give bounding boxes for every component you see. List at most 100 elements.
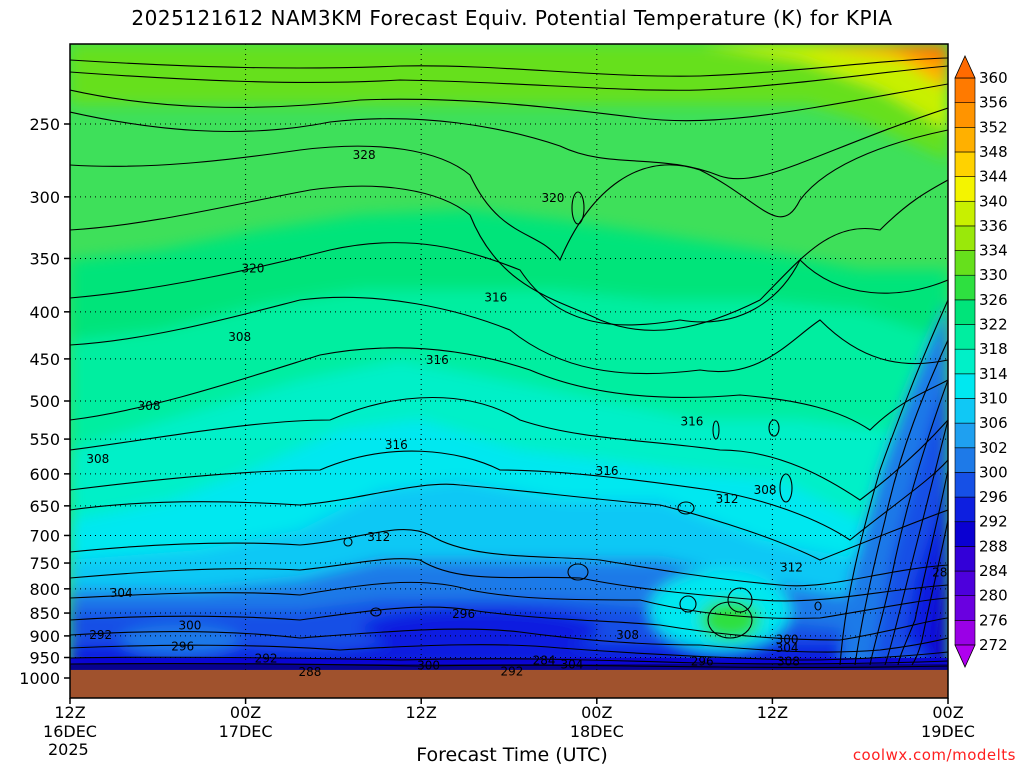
contour-label: 300	[417, 658, 440, 672]
contour-label: 316	[385, 438, 408, 452]
colorbar-label: 326	[979, 291, 1008, 309]
colorbar-label: 360	[979, 69, 1008, 87]
colorbar: 272 276 280 284 288 292 296 300 302 306 310 314 318 3…	[954, 55, 1008, 668]
colorbar-label: 310	[979, 389, 1008, 407]
colorbar-cell	[954, 570, 976, 596]
contour-label: 308	[138, 399, 161, 413]
y-tick-label: 400	[29, 303, 60, 322]
y-tick-label: 600	[29, 465, 60, 484]
contour-label: 316	[484, 291, 507, 305]
x-tick-label: 00Z	[230, 703, 261, 722]
colorbar-cell	[954, 274, 976, 301]
colorbar-cell	[954, 472, 976, 498]
x-tick-label: 12Z	[54, 703, 85, 722]
contour-label: 296	[691, 655, 714, 669]
x-tick-label: 12Z	[406, 703, 437, 722]
year-label: 2025	[48, 740, 89, 759]
colorbar-label: 300	[979, 463, 1008, 481]
y-tick-label: 950	[29, 649, 60, 668]
colorbar-cell	[954, 200, 976, 227]
colorbar-label: 276	[979, 611, 1008, 629]
colorbar-cell	[954, 250, 976, 276]
colorbar-label: 336	[979, 217, 1008, 235]
contour-label: 316	[680, 414, 703, 428]
y-tick-label: 300	[29, 188, 60, 207]
contour-label: 320	[541, 191, 564, 205]
x-tick-date-label: 17DEC	[219, 722, 273, 741]
plot-frame	[69, 43, 949, 699]
grid-lines-vertical	[245, 44, 773, 698]
colorbar-cell	[954, 299, 976, 325]
colorbar-label: 302	[979, 439, 1008, 457]
y-tick-label: 750	[29, 554, 60, 573]
contour-label: 288	[299, 665, 322, 679]
y-tick-label: 550	[29, 430, 60, 449]
x-axis-label: Forecast Time (UTC)	[416, 744, 608, 766]
x-tick-label: 00Z	[932, 703, 963, 722]
y-tick-label: 1000	[19, 669, 60, 688]
field-shading	[70, 44, 948, 670]
contour-label: 308	[86, 452, 109, 466]
y-tick-label: 900	[29, 627, 60, 646]
contour-label: 292	[89, 628, 112, 642]
y-tick-label: 450	[29, 350, 60, 369]
contour-label: 304	[110, 586, 133, 600]
contour-label: 328	[353, 148, 376, 162]
x-tick-date-label: 18DEC	[570, 722, 624, 741]
colorbar-cell	[954, 176, 976, 202]
contour-label: 320	[241, 262, 264, 276]
colorbar-lower-triangle	[954, 644, 976, 668]
colorbar-label: 292	[979, 513, 1008, 531]
colorbar-label: 340	[979, 192, 1008, 210]
ground-below-surface	[70, 669, 948, 698]
colorbar-cell	[954, 422, 976, 449]
colorbar-label: 314	[979, 365, 1008, 383]
contour-label: 292	[255, 651, 278, 665]
colorbar-cell	[954, 398, 976, 424]
colorbar-label: 348	[979, 143, 1008, 161]
contour-label: 312	[716, 492, 739, 506]
x-tick-date-label: 19DEC	[921, 722, 975, 741]
colorbar-cell	[954, 373, 976, 399]
colorbar-label: 296	[979, 488, 1008, 506]
contour-label: 300	[776, 632, 799, 646]
y-tick-label: 500	[29, 392, 60, 411]
y-tick-label: 800	[29, 580, 60, 599]
contour-label: 324	[345, 22, 368, 36]
contour-label: 296	[452, 607, 475, 621]
colorbar-upper-triangle	[954, 55, 976, 79]
contour-label: 304	[776, 641, 799, 655]
y-tick-label: 650	[29, 497, 60, 516]
credit-link[interactable]: coolwx.com/modelts	[852, 746, 1016, 764]
contour-label: 328	[560, 24, 583, 38]
contour-label: 312	[780, 560, 803, 574]
x-tick-label: 00Z	[581, 703, 612, 722]
colorbar-cell	[954, 620, 976, 646]
colorbar-label: 288	[979, 537, 1008, 555]
y-tick-label: 700	[29, 526, 60, 545]
contour-label: 296	[171, 639, 194, 653]
colorbar-cell	[954, 127, 976, 153]
colorbar-cell	[954, 521, 976, 547]
colorbar-cell	[954, 546, 976, 572]
contour-lines	[70, 57, 948, 668]
colorbar-label: 334	[979, 242, 1008, 260]
colorbar-cell	[954, 102, 976, 128]
contour-label: 304	[560, 658, 583, 672]
colorbar-cell	[954, 225, 976, 251]
colorbar-cell	[954, 77, 976, 103]
colorbar-label: 322	[979, 316, 1008, 334]
colorbar-label: 352	[979, 118, 1008, 136]
colorbar-label: 284	[979, 562, 1008, 580]
contour-label: 292	[500, 665, 523, 679]
colorbar-label: 356	[979, 94, 1008, 112]
contour-label: 308	[754, 483, 777, 497]
contour-label: 284	[533, 653, 556, 667]
colorbar-label: 272	[979, 636, 1008, 654]
y-axis: 250 300 350 400 450 500 550 600 650 700 750 800 850 9…	[19, 115, 70, 688]
x-tick-label: 12Z	[757, 703, 788, 722]
